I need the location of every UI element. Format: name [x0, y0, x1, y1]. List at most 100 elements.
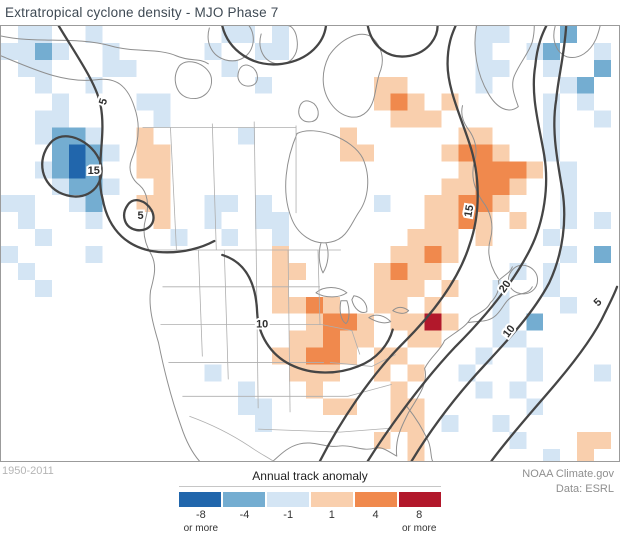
anomaly-cell — [543, 229, 561, 246]
anomaly-cell — [441, 245, 459, 263]
anomaly-cell — [17, 212, 35, 230]
anomaly-cell — [509, 330, 527, 348]
anomaly-cell — [492, 144, 510, 162]
anomaly-cell — [594, 212, 612, 230]
anomaly-cell — [560, 76, 578, 94]
legend-tick-label: 1 — [328, 509, 335, 521]
anomaly-cell — [390, 313, 408, 331]
anomaly-cell — [390, 93, 408, 111]
anomaly-cell — [424, 229, 442, 246]
anomaly-cell — [390, 110, 408, 128]
anomaly-cell — [543, 59, 561, 77]
anomaly-cell — [424, 195, 442, 213]
anomaly-cell — [272, 296, 290, 314]
arctic-island-outline — [207, 26, 254, 62]
anomaly-cell — [1, 42, 18, 60]
anomaly-cell — [272, 262, 290, 280]
anomaly-cell — [255, 415, 273, 433]
anomaly-cell — [34, 279, 52, 297]
anomaly-cell — [492, 161, 510, 179]
legend-color-swatch — [355, 492, 397, 507]
anomaly-cell — [255, 195, 273, 213]
anomaly-cell — [306, 330, 323, 348]
anomaly-cell — [1, 195, 18, 213]
contour-label: 10 — [256, 319, 268, 331]
anomaly-cell — [492, 59, 510, 77]
anomaly-cell — [51, 161, 69, 179]
state-border — [300, 383, 392, 397]
arctic-island-outline — [237, 64, 258, 87]
legend-title: Annual track anomaly — [252, 469, 368, 483]
anomaly-cell — [594, 42, 612, 60]
anomaly-cell — [594, 432, 612, 450]
anomaly-cell — [289, 296, 307, 314]
anomaly-cell — [289, 347, 307, 365]
anomaly-cell — [475, 347, 493, 365]
anomaly-cell — [204, 212, 222, 230]
anomaly-cell — [509, 381, 527, 399]
anomaly-cell — [322, 398, 340, 416]
legend-tick-labels: -8 or more -4 -1 1 4 8 or more — [179, 509, 441, 535]
anomaly-cell — [136, 93, 154, 111]
legend-tick-label: 4 — [372, 509, 379, 521]
anomaly-cell — [68, 178, 86, 196]
anomaly-cell — [306, 347, 323, 365]
anomaly-cell — [458, 178, 476, 196]
newfoundland-outline — [507, 264, 538, 295]
anomaly-cell — [458, 364, 476, 382]
state-border — [258, 428, 340, 433]
anomaly-cell — [475, 178, 493, 196]
footer: 1950-2011 Annual track anomaly -8 or more… — [0, 462, 620, 539]
anomaly-cell — [577, 449, 595, 461]
atlantic-coastline — [395, 266, 513, 457]
anomaly-cell — [594, 245, 612, 263]
anomaly-cell — [390, 245, 408, 263]
labrador-coastline — [461, 105, 499, 280]
anomaly-cell — [17, 42, 35, 60]
legend-color-swatch — [399, 492, 441, 507]
anomaly-cell — [390, 381, 408, 399]
anomaly-cell — [526, 161, 544, 179]
anomaly-cell — [255, 398, 273, 416]
anomaly-cell — [577, 93, 595, 111]
anomaly-cell — [543, 110, 561, 128]
anomaly-cell — [407, 330, 425, 348]
anomaly-cell — [17, 195, 35, 213]
anomaly-cell — [153, 110, 171, 128]
anomaly-cell — [339, 127, 357, 145]
anomaly-cell — [492, 195, 510, 213]
anomaly-cell — [407, 398, 425, 416]
legend-tick-label: -4 — [239, 509, 250, 521]
anomaly-cell — [238, 381, 256, 399]
gulf-st-lawrence-coastline — [467, 286, 533, 324]
province-border — [253, 121, 257, 250]
anomaly-cell — [492, 313, 510, 331]
anomaly-cell — [153, 178, 171, 196]
anomaly-cell — [373, 279, 391, 297]
anomaly-cell — [272, 229, 290, 246]
anomaly-cell — [289, 262, 307, 280]
anomaly-cell — [238, 398, 256, 416]
anomaly-cell — [475, 26, 493, 43]
pacific-coastline — [1, 55, 200, 461]
legend: Annual track anomaly -8 or more -4 -1 1 4 8 or … — [179, 469, 441, 535]
anomaly-cell — [272, 279, 290, 297]
anomaly-cell — [34, 110, 52, 128]
coastlines-layer — [1, 26, 601, 461]
greenland-east-coastline — [553, 26, 601, 58]
anomaly-cell — [475, 161, 493, 179]
anomaly-cell — [509, 161, 527, 179]
anomaly-cell — [526, 347, 544, 365]
anomaly-cell — [441, 229, 459, 246]
lake-superior-outline — [315, 287, 348, 298]
gulf-coastline — [272, 442, 398, 461]
anomaly-cell — [306, 313, 323, 331]
contour-line-15-west — [41, 135, 103, 198]
credit-data: Data: ESRL — [555, 483, 614, 496]
anomaly-cell — [153, 144, 171, 162]
anomaly-cell — [492, 296, 510, 314]
anomaly-cell — [560, 26, 578, 43]
anomaly-cell — [543, 42, 561, 60]
anomaly-cell — [407, 262, 425, 280]
